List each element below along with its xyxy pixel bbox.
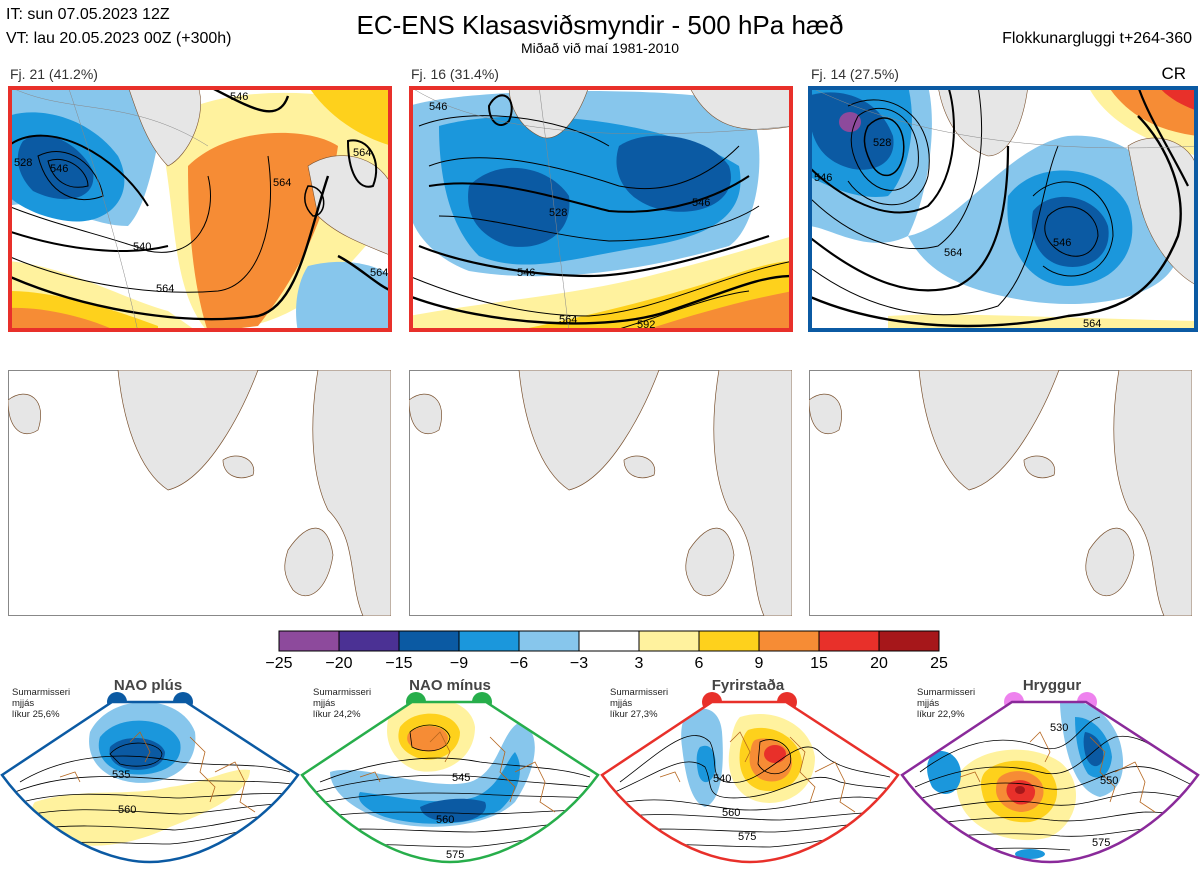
colorbar-tick-6: −3 (569, 655, 589, 672)
colorbar-swatch-10 (818, 630, 880, 652)
cluster-2-map: 546 528 546 546 564 592 (409, 86, 793, 332)
regime-4-season: Sumarmisseri (917, 687, 976, 698)
regime-3-season: Sumarmisseri (610, 687, 669, 698)
regime-4-spread: mjjás (917, 698, 940, 709)
cluster-1-contour-label-1: 546 (230, 91, 248, 103)
colorbar-tick-4: −9 (449, 655, 469, 672)
colorbar-swatch-8 (698, 630, 760, 652)
cluster-3-tag: CR (1161, 64, 1186, 83)
cluster-1-label: Fj. 21 (41.2%) (10, 66, 98, 82)
cluster-1-contour-label-5: 540 (133, 241, 151, 253)
regime-3-spread: mjjás (610, 698, 633, 709)
regime-3-prob: líkur 27,3% (610, 709, 658, 720)
colorbar-tick-8: 6 (694, 655, 704, 672)
blank-map-3 (809, 370, 1192, 616)
colorbar-swatch-2 (338, 630, 400, 652)
colorbar-tick-10: 15 (810, 655, 828, 672)
colorbar-swatch-4 (458, 630, 520, 652)
cluster-3-contour-label-3: 564 (944, 247, 962, 259)
regime-4-prob: líkur 22,9% (917, 709, 965, 720)
regime-3-contour-3: 575 (738, 831, 756, 843)
regime-2-spread: mjjás (313, 698, 336, 709)
regime-3-map: 540 560 575 (600, 700, 900, 864)
regime-3-name: Fyrirstaða (711, 677, 785, 694)
cluster-2-contour-label-5: 564 (559, 314, 577, 326)
blank-map-2 (409, 370, 792, 616)
cluster-3-contour-label-2: 546 (814, 172, 832, 184)
colorbar-tick-7: 3 (634, 655, 644, 672)
colorbar-swatch-3 (398, 630, 460, 652)
cluster-2-contour-label-6: 592 (637, 319, 655, 331)
regime-2-contour-3: 575 (446, 849, 464, 861)
regime-1-season: Sumarmisseri (12, 687, 71, 698)
colorbar-swatch-5 (518, 630, 580, 652)
colorbar-swatch-9 (758, 630, 820, 652)
colorbar (278, 630, 940, 652)
cluster-3-label: Fj. 14 (27.5%) (811, 66, 899, 82)
cluster-3-contour-label-5: 564 (1083, 318, 1101, 330)
colorbar-swatch-11 (878, 630, 940, 652)
blank-map-1 (8, 370, 391, 616)
colorbar-tick-12: 25 (930, 655, 948, 672)
cluster-1-map: 546 528 546 564 540 564 564 564 (8, 86, 392, 332)
cluster-1-contour-label-2: 528 (14, 157, 32, 169)
valid-time: VT: lau 20.05.2023 00Z (+300h) (6, 30, 232, 47)
colorbar-tick-2: −20 (325, 655, 353, 672)
regime-2-contour-1: 545 (452, 772, 470, 784)
cluster-1-contour-label-4: 564 (273, 177, 291, 189)
colorbar-swatch-7 (638, 630, 700, 652)
regime-2-prob: líkur 24,2% (313, 709, 361, 720)
colorbar-tick-1: −25 (265, 655, 293, 672)
cluster-1-contour-label-3: 546 (50, 163, 68, 175)
regime-2-name: NAO mínus (409, 677, 491, 694)
colorbar-swatch-6 (578, 630, 640, 652)
window-label: Flokkunargluggi t+264-360 (1002, 30, 1192, 47)
regime-1-prob: líkur 25,6% (12, 709, 60, 720)
regime-4-contour-1: 530 (1050, 722, 1068, 734)
page-title: EC-ENS Klasasviðsmyndir - 500 hPa hæð (356, 10, 844, 40)
init-time: IT: sun 07.05.2023 12Z (6, 6, 170, 23)
page-subtitle: Miðað við maí 1981-2010 (521, 40, 679, 56)
regime-2-map: 545 560 575 (300, 700, 600, 864)
regime-1-spread: mjjás (12, 698, 35, 709)
cluster-1-contour-label-8: 564 (370, 267, 388, 279)
regime-4-contour-3: 575 (1092, 837, 1110, 849)
colorbar-tick-11: 20 (870, 655, 888, 672)
regime-1-name: NAO plús (113, 677, 183, 694)
cluster-3-map: 528 546 564 546 564 (808, 86, 1198, 332)
cluster-2-contour-label-3: 546 (517, 267, 535, 279)
regime-4-contour-2: 550 (1100, 775, 1118, 787)
regime-1-map: 535 560 (0, 700, 300, 864)
cluster-3-contour-label-1: 528 (873, 137, 891, 149)
cluster-1-contour-label-7: 564 (353, 147, 371, 159)
regime-3-contour-2: 560 (722, 807, 740, 819)
regime-3-contour-1: 540 (713, 773, 731, 785)
colorbar-swatch-1 (278, 630, 340, 652)
regime-4-map: 530 550 575 (900, 700, 1200, 864)
cluster-2-contour-label-2: 528 (549, 207, 567, 219)
regime-1-contour-2: 560 (118, 804, 136, 816)
cluster-1-contour-label-6: 564 (156, 283, 174, 295)
regime-1-contour-1: 535 (112, 769, 130, 781)
colorbar-tick-5: −6 (509, 655, 529, 672)
colorbar-tick-9: 9 (754, 655, 764, 672)
regime-4-name: Hryggur (1022, 677, 1082, 694)
cluster-2-label: Fj. 16 (31.4%) (411, 66, 499, 82)
regime-2-season: Sumarmisseri (313, 687, 372, 698)
cluster-2-contour-label-1: 546 (429, 101, 447, 113)
colorbar-tick-3: −15 (385, 655, 413, 672)
cluster-2-contour-label-4: 546 (692, 197, 710, 209)
cluster-3-contour-label-4: 546 (1053, 237, 1071, 249)
regime-2-contour-2: 560 (436, 814, 454, 826)
